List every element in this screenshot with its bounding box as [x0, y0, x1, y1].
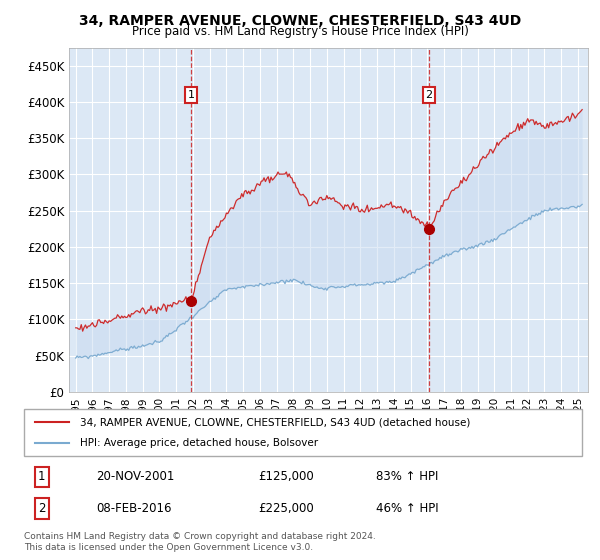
Text: 34, RAMPER AVENUE, CLOWNE, CHESTERFIELD, S43 4UD (detached house): 34, RAMPER AVENUE, CLOWNE, CHESTERFIELD,… [80, 417, 470, 427]
FancyBboxPatch shape [24, 409, 582, 456]
Text: Price paid vs. HM Land Registry's House Price Index (HPI): Price paid vs. HM Land Registry's House … [131, 25, 469, 38]
Text: 1: 1 [188, 90, 195, 100]
Text: £125,000: £125,000 [259, 470, 314, 483]
Text: Contains HM Land Registry data © Crown copyright and database right 2024.: Contains HM Land Registry data © Crown c… [24, 532, 376, 541]
Text: 2: 2 [425, 90, 433, 100]
Text: 1: 1 [38, 470, 46, 483]
Text: 20-NOV-2001: 20-NOV-2001 [97, 470, 175, 483]
Text: £225,000: £225,000 [259, 502, 314, 515]
Text: 46% ↑ HPI: 46% ↑ HPI [376, 502, 438, 515]
Text: 83% ↑ HPI: 83% ↑ HPI [376, 470, 438, 483]
Text: 2: 2 [38, 502, 46, 515]
Text: This data is licensed under the Open Government Licence v3.0.: This data is licensed under the Open Gov… [24, 543, 313, 552]
Text: HPI: Average price, detached house, Bolsover: HPI: Average price, detached house, Bols… [80, 438, 318, 448]
Text: 08-FEB-2016: 08-FEB-2016 [97, 502, 172, 515]
Text: 34, RAMPER AVENUE, CLOWNE, CHESTERFIELD, S43 4UD: 34, RAMPER AVENUE, CLOWNE, CHESTERFIELD,… [79, 14, 521, 28]
